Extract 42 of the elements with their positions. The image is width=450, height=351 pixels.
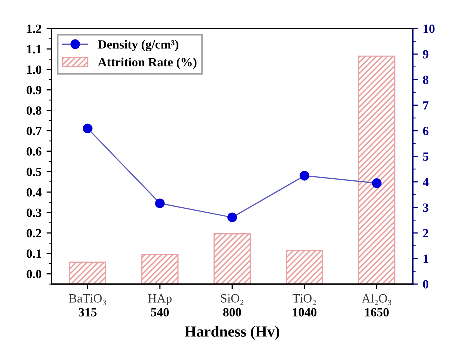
y-tick-label: 1.2: [27, 24, 42, 34]
y-tick-label: 0.6: [26, 147, 42, 156]
legend-label: Density (g/cm³): [98, 40, 179, 52]
category-label: BaTiO₃ 315: [69, 294, 106, 317]
category-label: Al₂O₃ 1650: [362, 294, 392, 317]
y2-tick-label: 2: [423, 229, 429, 238]
y-tick-label: 1.0: [27, 66, 42, 74]
category-label: HAp 540: [148, 294, 172, 317]
point: [83, 124, 93, 134]
bar: [286, 250, 324, 284]
point: [372, 178, 382, 188]
y2-tick-label: 8: [423, 76, 429, 84]
y2-tick-label: 9: [423, 50, 429, 59]
bar: [214, 233, 252, 284]
point: [300, 171, 310, 181]
y2-tick-label: 5: [423, 152, 429, 162]
y2-tick-label: 4: [422, 178, 429, 186]
y2-tick-label: 7: [424, 102, 429, 110]
y-tick-label: 0.1: [26, 250, 42, 258]
y-tick-label: 1.1: [27, 45, 42, 54]
point: [228, 212, 238, 222]
bar: [358, 56, 396, 284]
y-tick-label: 0.4: [26, 188, 42, 197]
y2-tick-label: 10: [424, 24, 435, 34]
point: [155, 198, 166, 208]
y2-tick-label: 6: [423, 127, 429, 136]
bar: [142, 254, 179, 284]
y-tick-label: 0.9: [26, 86, 42, 95]
y-tick-label: 0.0: [26, 270, 42, 279]
y-tick-label: 0.8: [26, 106, 42, 116]
y2-tick-label: 1: [424, 254, 428, 264]
y2-tick-label: 0: [423, 280, 429, 289]
x-axis-title: Hardness (Hv): [184, 326, 280, 340]
category-label: SiO₂ 800: [221, 294, 244, 317]
y-tick-label: 0.7: [26, 127, 42, 136]
y-tick-label: 0.5: [26, 168, 42, 176]
y-tick-label: 0.2: [26, 229, 42, 238]
y-tick-label: 0.3: [26, 208, 42, 218]
y2-tick-label: 3: [423, 204, 429, 212]
legend-label: Attrition Rate (%): [98, 58, 197, 70]
bar: [69, 262, 107, 284]
category-label: TiO₂ 1040: [292, 294, 317, 317]
